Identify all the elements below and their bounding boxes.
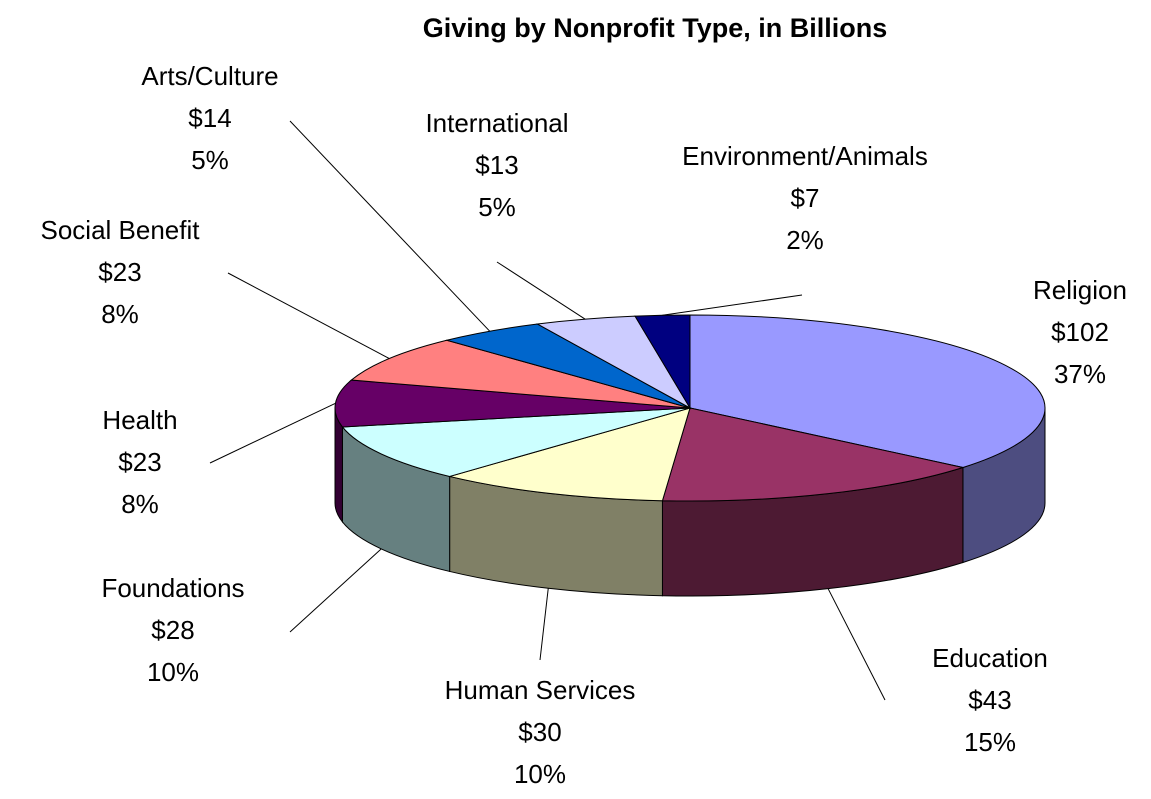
slice — [661, 407, 965, 502]
percent-label: 5% — [191, 145, 229, 175]
leader-line — [827, 588, 886, 701]
value-label: $43 — [968, 685, 1011, 715]
leader-line — [662, 294, 803, 316]
category-label: Education — [932, 643, 1048, 673]
chart-title: Giving by Nonprofit Type, in Billions — [423, 13, 888, 43]
category-label: Foundations — [101, 573, 244, 603]
value-label: $30 — [518, 717, 561, 747]
leader-line — [227, 272, 390, 359]
percent-label: 2% — [786, 225, 824, 255]
leader-line — [289, 120, 491, 332]
category-label: International — [425, 108, 568, 138]
slice — [341, 407, 691, 477]
value-label: $23 — [118, 447, 161, 477]
category-label: Health — [102, 405, 177, 435]
slice — [334, 379, 691, 428]
percent-label: 15% — [964, 727, 1016, 757]
category-label: Social Benefit — [41, 215, 201, 245]
percent-label: 5% — [478, 192, 516, 222]
category-label: Environment/Animals — [682, 141, 928, 171]
percent-label: 8% — [101, 299, 139, 329]
category-label: Religion — [1033, 275, 1127, 305]
leader-line — [209, 402, 336, 464]
value-label: $23 — [98, 257, 141, 287]
slice — [689, 314, 1046, 468]
value-label: $7 — [791, 183, 820, 213]
percent-label: 8% — [121, 489, 159, 519]
value-label: $14 — [188, 103, 231, 133]
value-label: $28 — [151, 615, 194, 645]
leader-line — [289, 548, 382, 633]
category-label: Human Services — [445, 675, 636, 705]
percent-label: 10% — [514, 759, 566, 789]
percent-label: 10% — [147, 657, 199, 687]
percent-label: 37% — [1054, 359, 1106, 389]
slice — [447, 407, 691, 502]
value-label: $102 — [1051, 317, 1109, 347]
leader-line — [496, 261, 586, 320]
category-label: Arts/Culture — [141, 61, 278, 91]
value-label: $13 — [475, 150, 518, 180]
leader-line — [539, 588, 549, 661]
